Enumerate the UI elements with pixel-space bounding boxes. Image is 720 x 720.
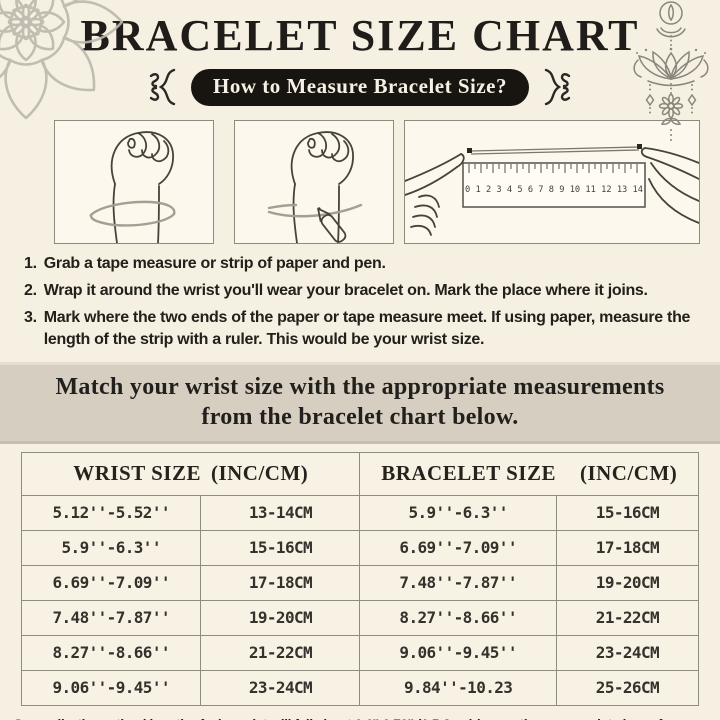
header-unit: (INC/CM) xyxy=(579,461,678,486)
subtitle-badge-row: How to Measure Bracelet Size? xyxy=(0,65,720,109)
bracelet-inch-cell: 8.27''-8.66'' xyxy=(359,599,557,636)
instruction-step-2: 2. Wrap it around the wrist you'll wear … xyxy=(24,280,700,301)
table-row: 8.27''-8.66'' 21-22CM 9.06''-9.45'' 23-2… xyxy=(20,634,700,671)
step-text: Mark where the two ends of the paper or … xyxy=(43,309,691,348)
bracelet-cm-cell: 21-22CM xyxy=(555,599,700,636)
step-number: 1. xyxy=(24,255,37,273)
match-size-banner: Match your wrist size with the appropria… xyxy=(0,361,720,444)
instruction-step-3: 3. Mark where the two ends of the paper … xyxy=(24,307,700,349)
bracelet-inch-cell: 5.9''-6.3'' xyxy=(359,494,557,531)
bracelet-cm-cell: 19-20CM xyxy=(555,564,700,601)
table-row: 7.48''-7.87'' 19-20CM 8.27''-8.66'' 21-2… xyxy=(20,599,700,636)
table-header-row: WRIST SIZE (INC/CM) BRACELET SIZE (INC/CM) xyxy=(20,451,699,496)
wrist-cm-cell: 15-16CM xyxy=(200,529,361,566)
wrist-inch-cell: 6.69''-7.09'' xyxy=(20,564,202,601)
bracelet-cm-cell: 23-24CM xyxy=(555,634,700,671)
banner-line-2: from the bracelet chart below. xyxy=(201,403,519,430)
bracelet-inch-cell: 6.69''-7.09'' xyxy=(359,529,557,566)
bracelet-inch-cell: 9.06''-9.45'' xyxy=(359,634,557,671)
how-to-measure-badge: How to Measure Bracelet Size? xyxy=(190,68,530,106)
step-text: Wrap it around the wrist you'll wear you… xyxy=(43,282,648,300)
table-row: 5.9''-6.3'' 15-16CM 6.69''-7.09'' 17-18C… xyxy=(20,529,700,566)
left-flourish-icon xyxy=(149,68,176,106)
step-text: Grab a tape measure or strip of paper an… xyxy=(43,255,386,273)
bracelet-cm-cell: 15-16CM xyxy=(555,494,700,531)
bracelet-inch-cell: 7.48''-7.87'' xyxy=(359,564,557,601)
bracelet-inch-cell: 9.84''-10.23 xyxy=(359,669,557,706)
instruction-step-1: 1. Grab a tape measure or strip of paper… xyxy=(24,253,700,274)
banner-line-1: Match your wrist size with the appropria… xyxy=(55,373,665,400)
wrist-cm-cell: 19-20CM xyxy=(200,599,361,636)
table-row: 6.69''-7.09'' 17-18CM 7.48''-7.87'' 19-2… xyxy=(20,564,700,601)
table-row: 5.12''-5.52'' 13-14CM 5.9''-6.3'' 15-16C… xyxy=(20,494,700,531)
illustration-wrap-tape xyxy=(54,120,214,245)
header-unit: (INC/CM) xyxy=(210,461,309,486)
wrist-cm-cell: 21-22CM xyxy=(200,634,361,671)
bracelet-size-header: BRACELET SIZE (INC/CM) xyxy=(359,451,699,496)
step-number: 2. xyxy=(24,282,37,300)
wrist-cm-cell: 17-18CM xyxy=(200,564,361,601)
header-name: BRACELET SIZE xyxy=(381,461,556,486)
wrist-cm-cell: 13-14CM xyxy=(200,494,361,531)
step-number: 3. xyxy=(24,309,37,327)
wrist-size-header: WRIST SIZE (INC/CM) xyxy=(20,451,361,496)
bracelet-cm-cell: 25-26CM xyxy=(555,669,700,706)
wrist-cm-cell: 23-24CM xyxy=(200,669,361,706)
page-title: BRACELET SIZE CHART xyxy=(80,11,640,60)
wrist-inch-cell: 8.27''-8.66'' xyxy=(20,634,202,671)
illustration-mark-pen xyxy=(234,120,394,245)
bracelet-size-table: WRIST SIZE (INC/CM) BRACELET SIZE (INC/CM)… xyxy=(20,451,700,706)
wrist-inch-cell: 7.48''-7.87'' xyxy=(20,599,202,636)
header-name: WRIST SIZE xyxy=(73,461,201,486)
measurement-illustrations: 0 1 2 3 4 5 6 7 8 9 10 11 12 13 14 xyxy=(0,120,720,245)
illustration-ruler-measure: 0 1 2 3 4 5 6 7 8 9 10 11 12 13 14 xyxy=(404,120,700,245)
ruler-numbers: 0 1 2 3 4 5 6 7 8 9 10 11 12 13 14 xyxy=(465,185,643,195)
table-row: 9.06''-9.45'' 23-24CM 9.84''-10.23 25-26… xyxy=(20,669,700,706)
bracelet-cm-cell: 17-18CM xyxy=(555,529,700,566)
right-flourish-icon xyxy=(544,68,571,106)
wrist-inch-cell: 9.06''-9.45'' xyxy=(20,669,202,706)
instruction-list: 1. Grab a tape measure or strip of paper… xyxy=(24,253,700,349)
footnote-text: Generally, the optimal length of a brace… xyxy=(0,717,720,720)
wrist-inch-cell: 5.12''-5.52'' xyxy=(20,494,202,531)
wrist-inch-cell: 5.9''-6.3'' xyxy=(20,529,202,566)
